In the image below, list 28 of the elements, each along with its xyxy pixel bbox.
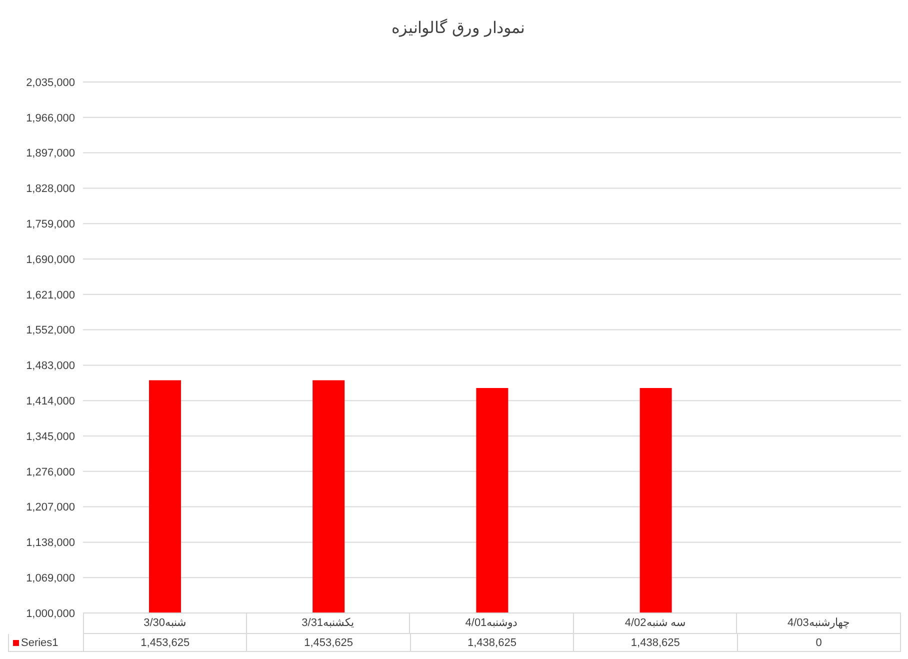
x-tick-label: چهارشنبه4/03 [737, 613, 901, 633]
x-tick-label: دوشنبه4/01 [410, 613, 574, 633]
y-tick-label: 1,207,000 [26, 502, 75, 514]
y-tick-label: 1,276,000 [26, 466, 75, 478]
y-tick-label: 1,414,000 [26, 396, 75, 408]
y-tick-label: 1,621,000 [26, 289, 75, 302]
y-tick-label: 1,759,000 [26, 218, 75, 231]
legend-label: Series1 [21, 636, 58, 648]
x-tick-label: یکشنبه3/31 [246, 613, 410, 633]
y-tick-label: 1,000,000 [26, 608, 75, 620]
chart-title: نمودار ورق گالوانیزه [390, 18, 526, 38]
data-label: 1,438,625 [574, 634, 738, 651]
y-tick-label: 1,069,000 [26, 572, 75, 585]
data-label: 1,453,625 [84, 634, 248, 651]
y-tick-label: 1,345,000 [26, 430, 75, 443]
x-tick-label: شنبه3/30 [83, 613, 247, 633]
x-tick-label: سه شنبه4/02 [574, 613, 738, 633]
y-tick-label: 1,690,000 [26, 254, 75, 266]
y-tick-label: 1,897,000 [26, 148, 75, 160]
y-tick-label: 1,552,000 [26, 324, 75, 337]
y-tick-label: 1,483,000 [26, 360, 75, 372]
data-label: 1,438,625 [410, 634, 574, 651]
text: 0 [816, 637, 822, 649]
y-tick-label: 1,828,000 [26, 183, 75, 196]
y-tick-label: 1,966,000 [26, 112, 75, 124]
y-tick-label: 2,035,000 [26, 76, 75, 89]
data-label: 1,453,625 [247, 634, 411, 651]
y-tick-label: 1,138,000 [26, 537, 75, 550]
